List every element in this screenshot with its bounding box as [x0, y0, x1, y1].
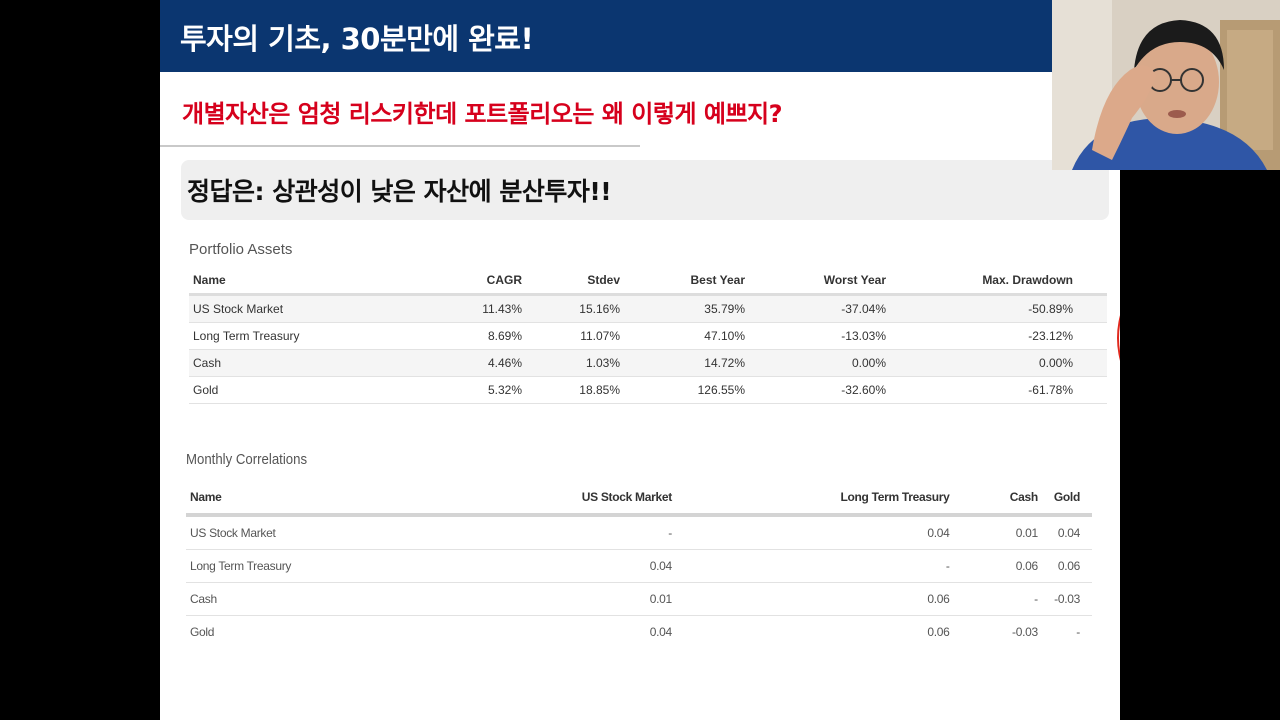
column-header-gold: Gold — [1049, 480, 1092, 517]
correlation-value: 0.06 — [961, 549, 1050, 583]
best-year-value: 14.72% — [624, 349, 749, 377]
correlation-value: 0.06 — [927, 625, 950, 639]
asset-name: Cash — [189, 349, 432, 377]
worst-year-value: -13.03% — [749, 322, 890, 350]
column-header-cagr: CAGR — [432, 266, 526, 296]
table-row: Long Term Treasury 8.69% 11.07% 47.10% -… — [189, 322, 1107, 350]
correlation-value: 0.04 — [649, 625, 672, 639]
table-row: US Stock Market - 0.04 0.01 0.04 — [186, 515, 1092, 550]
asset-name: US Stock Market — [189, 294, 432, 323]
column-header-us-stock-market: US Stock Market — [360, 480, 684, 517]
stdev-value: 18.85% — [526, 376, 624, 404]
correlation-value: - — [683, 549, 962, 583]
max-drawdown-value: -61.78% — [890, 376, 1107, 404]
stdev-value: 11.07% — [526, 322, 624, 350]
correlation-value: 0.04 — [360, 549, 684, 583]
correlation-value: 0.01 — [360, 582, 684, 616]
drawdown-highlight-circle — [1117, 256, 1120, 420]
column-header-cash: Cash — [961, 480, 1050, 517]
table-row: US Stock Market 11.43% 15.16% 35.79% -37… — [189, 294, 1107, 323]
monthly-correlations-table: Name US Stock Market Long Term Treasury … — [186, 480, 1092, 648]
max-drawdown-value: 0.00% — [890, 349, 1107, 377]
column-header-name: Name — [189, 266, 432, 296]
asset-name: US Stock Market — [186, 515, 361, 550]
correlation-value: 0.04 — [683, 515, 962, 550]
column-header-best-year: Best Year — [624, 266, 749, 296]
best-year-value: 35.79% — [624, 294, 749, 323]
correlation-value: 0.04 — [1049, 515, 1092, 550]
webcam-overlay — [1052, 0, 1280, 170]
correlation-value: - — [1076, 625, 1080, 639]
max-drawdown-value: -50.89% — [890, 294, 1107, 323]
column-header-worst-year: Worst Year — [749, 266, 890, 296]
table-row: Cash 0.01 0.06 - -0.03 — [186, 582, 1092, 616]
column-header-long-term-treasury: Long Term Treasury — [683, 480, 962, 517]
portfolio-assets-title: Portfolio Assets — [189, 241, 293, 258]
best-year-value: 126.55% — [624, 376, 749, 404]
table-row: Gold 5.32% 18.85% 126.55% -32.60% -61.78… — [189, 376, 1107, 404]
asset-name: Long Term Treasury — [189, 322, 432, 350]
correlation-value: - — [961, 582, 1050, 616]
best-year-value: 47.10% — [624, 322, 749, 350]
column-header-max-drawdown: Max. Drawdown — [890, 266, 1107, 296]
table-row: Long Term Treasury 0.04 - 0.06 0.06 — [186, 549, 1092, 583]
title-banner: 투자의 기초, 30분만에 완료! — [160, 0, 1120, 72]
column-header-stdev: Stdev — [526, 266, 624, 296]
correlation-value: - — [360, 515, 684, 550]
correlation-value: 0.01 — [961, 515, 1050, 550]
table-header-row: Name CAGR Stdev Best Year Worst Year Max… — [189, 266, 1107, 296]
stdev-value: 1.03% — [526, 349, 624, 377]
max-drawdown-value: -23.12% — [890, 322, 1107, 350]
table-row: Cash 4.46% 1.03% 14.72% 0.00% 0.00% — [189, 349, 1107, 377]
worst-year-value: -32.60% — [749, 376, 890, 404]
correlation-value: 0.06 — [683, 582, 962, 616]
slide-subtitle: 개별자산은 엄청 리스키한데 포트폴리오는 왜 이렇게 예쁘지? — [182, 100, 783, 128]
correlation-value: -0.03 — [1049, 582, 1092, 616]
answer-box: 정답은: 상관성이 낮은 자산에 분산투자!! — [181, 160, 1109, 220]
asset-name: Gold — [190, 625, 215, 639]
divider — [160, 145, 640, 147]
asset-name: Gold — [189, 376, 432, 404]
asset-name: Cash — [186, 582, 361, 616]
table-row: Gold 0.04 0.06 -0.03 - — [186, 616, 1092, 649]
portfolio-assets-table: Name CAGR Stdev Best Year Worst Year Max… — [189, 266, 1107, 404]
worst-year-value: -37.04% — [749, 294, 890, 323]
monthly-correlations-title: Monthly Correlations — [186, 451, 308, 468]
cagr-value: 4.46% — [432, 349, 526, 377]
table-header-row: Name US Stock Market Long Term Treasury … — [186, 480, 1092, 517]
asset-name: Long Term Treasury — [186, 549, 361, 583]
worst-year-value: 0.00% — [749, 349, 890, 377]
banner-title: 투자의 기초, 30분만에 완료! — [180, 22, 534, 56]
cagr-value: 8.69% — [432, 322, 526, 350]
column-header-name: Name — [186, 480, 361, 517]
cagr-value: 11.43% — [432, 294, 526, 323]
stdev-value: 15.16% — [526, 294, 624, 323]
correlation-value: -0.03 — [1012, 625, 1038, 639]
presenter-video — [1052, 0, 1280, 170]
presentation-slide: 투자의 기초, 30분만에 완료! 개별자산은 엄청 리스키한데 포트폴리오는 … — [160, 0, 1120, 720]
answer-text: 정답은: 상관성이 낮은 자산에 분산투자!! — [187, 177, 612, 206]
cagr-value: 5.32% — [432, 376, 526, 404]
correlation-value: 0.06 — [1049, 549, 1092, 583]
